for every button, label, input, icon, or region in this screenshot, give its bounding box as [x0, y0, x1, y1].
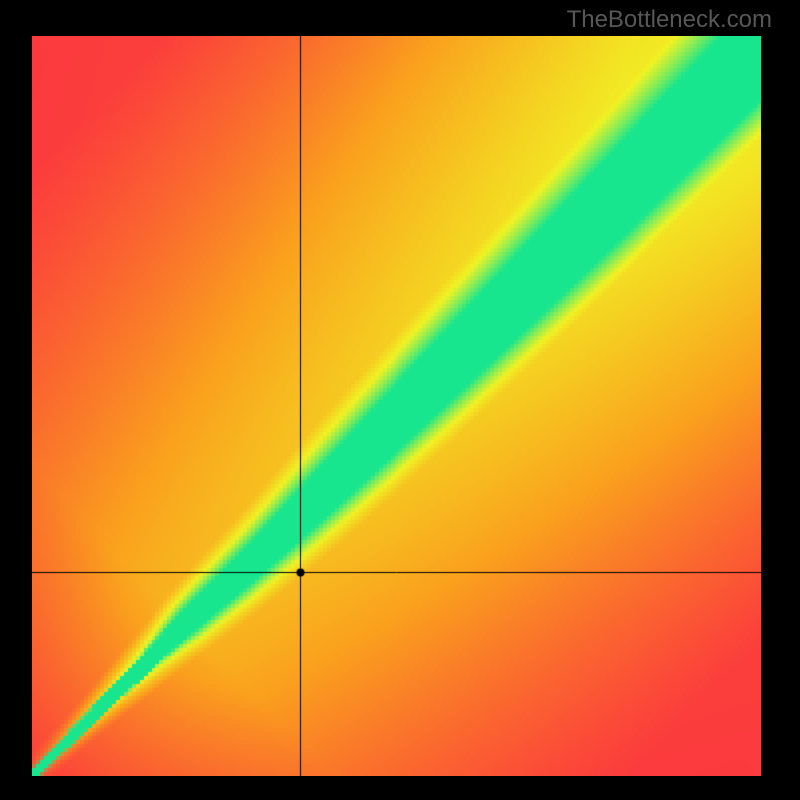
watermark-text: TheBottleneck.com: [567, 6, 772, 34]
chart-container: TheBottleneck.com: [0, 0, 800, 800]
bottleneck-heatmap: [32, 36, 761, 776]
